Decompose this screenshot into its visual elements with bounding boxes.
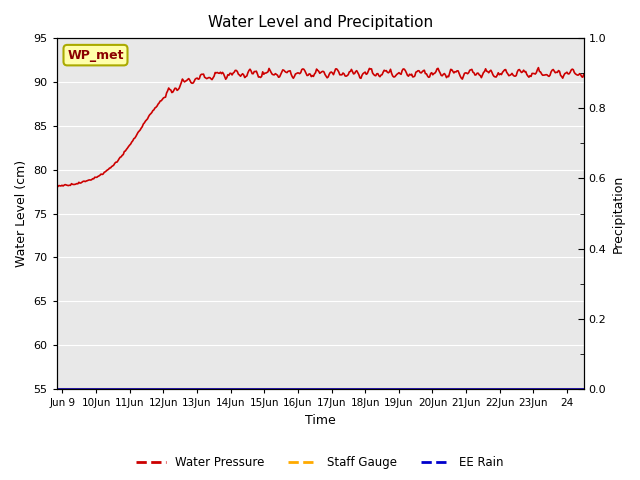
Legend: Water Pressure, Staff Gauge, EE Rain: Water Pressure, Staff Gauge, EE Rain xyxy=(131,452,509,474)
Title: Water Level and Precipitation: Water Level and Precipitation xyxy=(208,15,433,30)
Text: WP_met: WP_met xyxy=(67,48,124,61)
Y-axis label: Water Level (cm): Water Level (cm) xyxy=(15,160,28,267)
Y-axis label: Precipitation: Precipitation xyxy=(612,174,625,252)
X-axis label: Time: Time xyxy=(305,414,335,427)
